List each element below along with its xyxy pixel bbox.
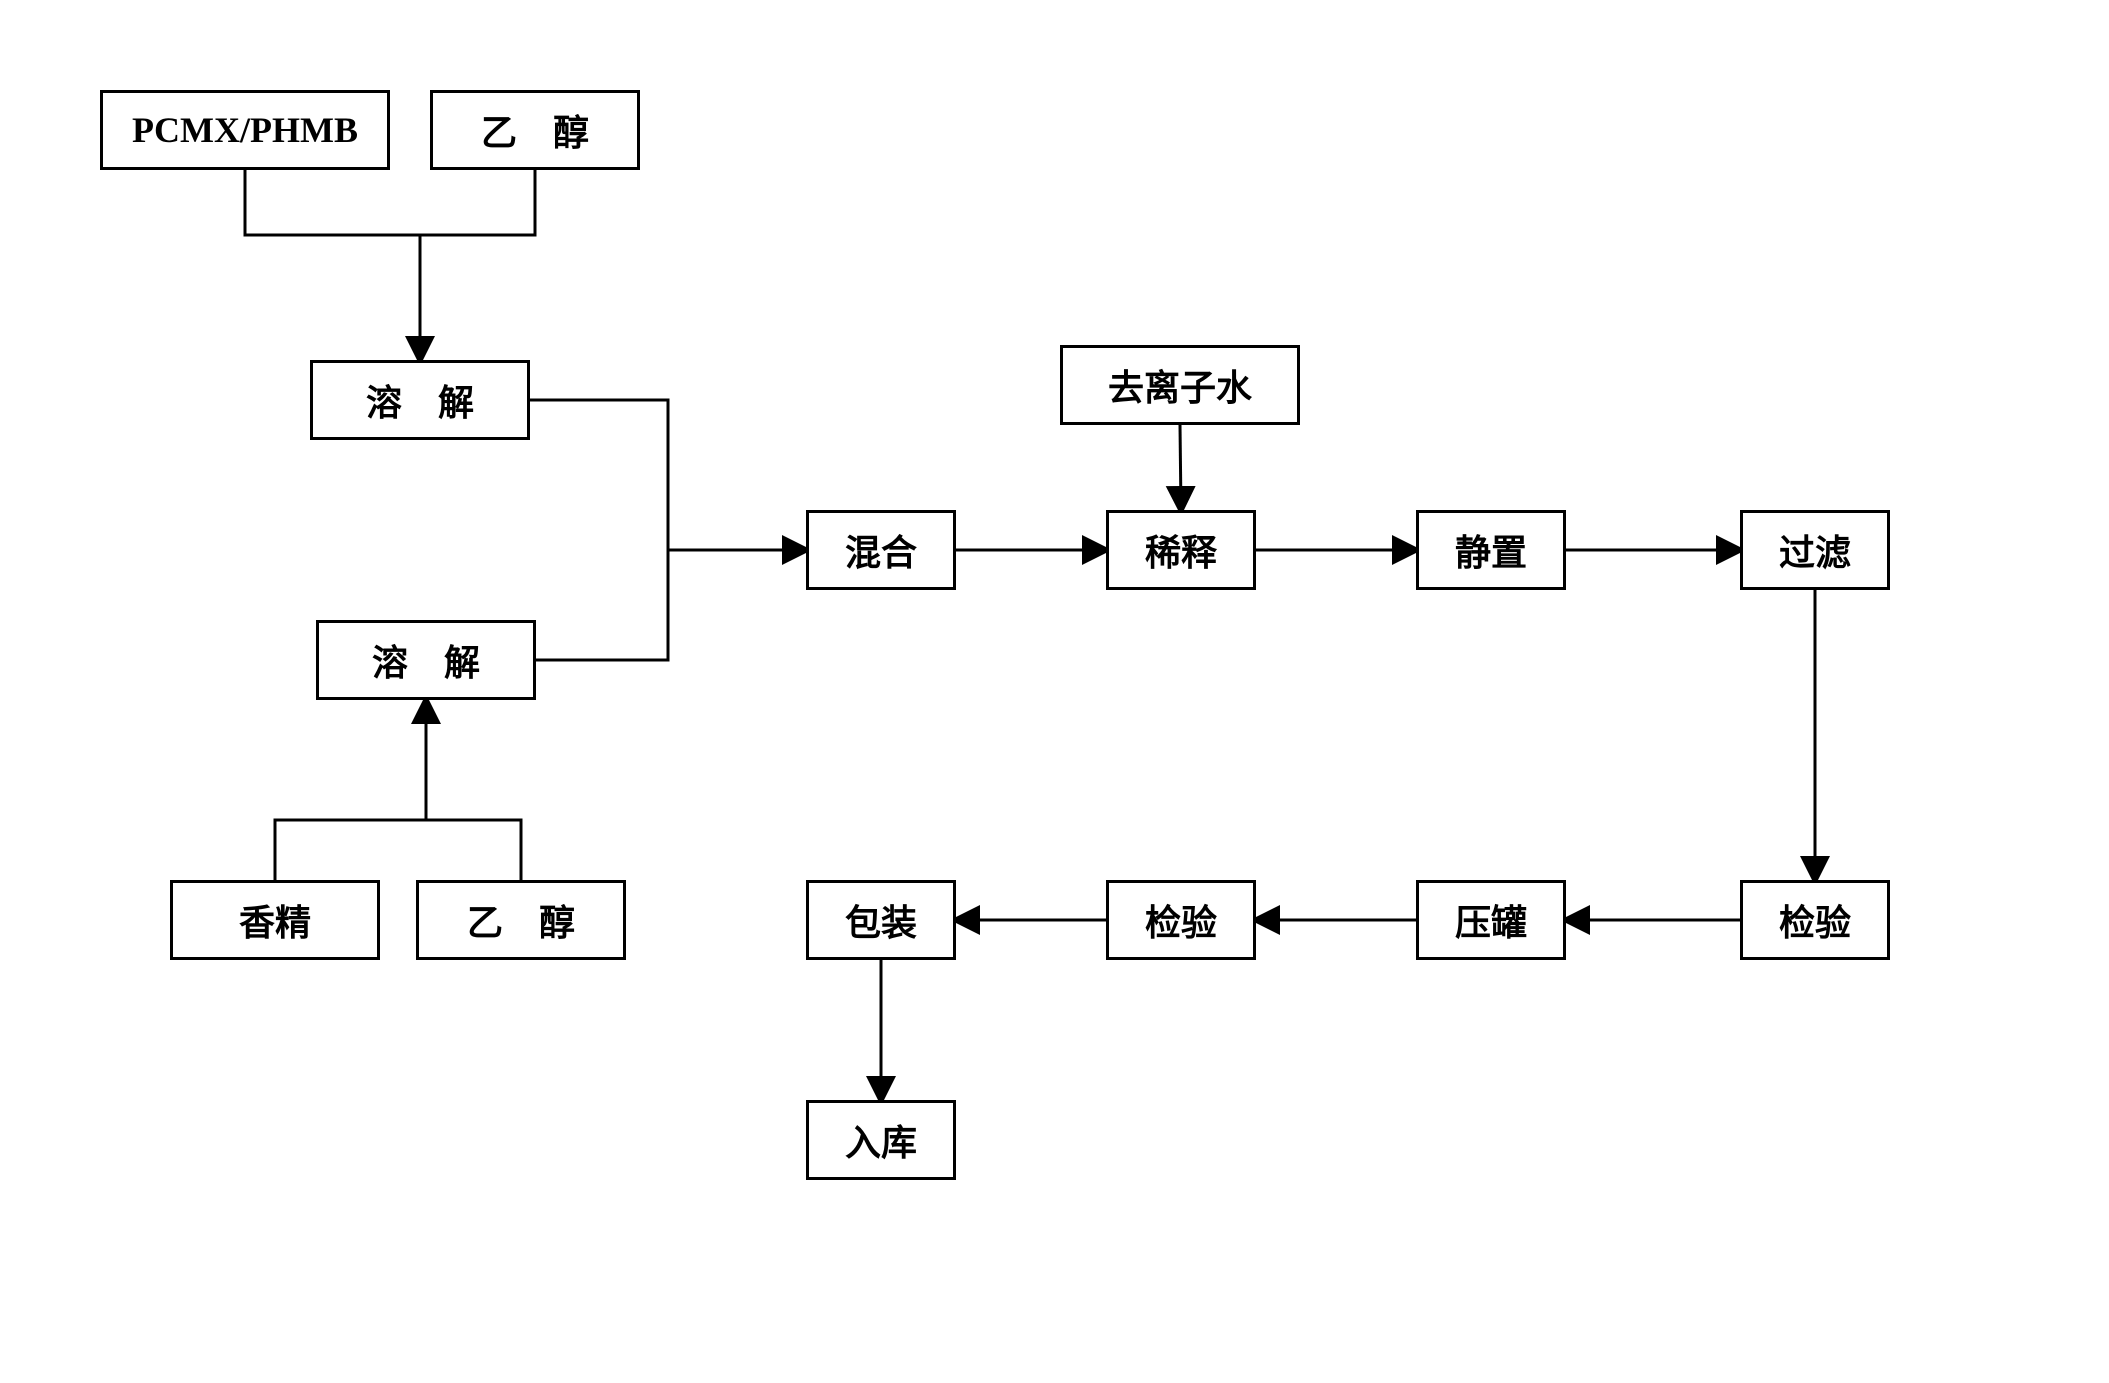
- node-label-ethanol2: 乙 醇: [467, 894, 575, 946]
- node-settle: 静置: [1416, 510, 1566, 590]
- node-ethanol1: 乙 醇: [430, 90, 640, 170]
- node-label-inspect1: 检验: [1779, 894, 1851, 946]
- node-dissolve2: 溶 解: [316, 620, 536, 700]
- node-store: 入库: [806, 1100, 956, 1180]
- node-label-filter: 过滤: [1779, 524, 1851, 576]
- node-inspect1: 检验: [1740, 880, 1890, 960]
- node-label-can: 压罐: [1455, 894, 1527, 946]
- node-filter: 过滤: [1740, 510, 1890, 590]
- node-can: 压罐: [1416, 880, 1566, 960]
- node-ethanol2: 乙 醇: [416, 880, 626, 960]
- node-label-dissolve2: 溶 解: [372, 634, 480, 686]
- node-dilute: 稀释: [1106, 510, 1256, 590]
- node-label-ethanol1: 乙 醇: [481, 104, 589, 156]
- node-label-diwater: 去离子水: [1108, 359, 1252, 411]
- node-label-pcmx: PCMX/PHMB: [132, 109, 358, 151]
- node-dissolve1: 溶 解: [310, 360, 530, 440]
- node-label-fragrance: 香精: [239, 894, 311, 946]
- node-label-pack: 包装: [845, 894, 917, 946]
- node-label-dilute: 稀释: [1145, 524, 1217, 576]
- node-pack: 包装: [806, 880, 956, 960]
- node-label-dissolve1: 溶 解: [366, 374, 474, 426]
- node-label-mix: 混合: [845, 524, 917, 576]
- node-label-store: 入库: [845, 1114, 917, 1166]
- node-pcmx: PCMX/PHMB: [100, 90, 390, 170]
- node-diwater: 去离子水: [1060, 345, 1300, 425]
- node-label-inspect2: 检验: [1145, 894, 1217, 946]
- node-mix: 混合: [806, 510, 956, 590]
- node-label-settle: 静置: [1455, 524, 1527, 576]
- node-inspect2: 检验: [1106, 880, 1256, 960]
- node-fragrance: 香精: [170, 880, 380, 960]
